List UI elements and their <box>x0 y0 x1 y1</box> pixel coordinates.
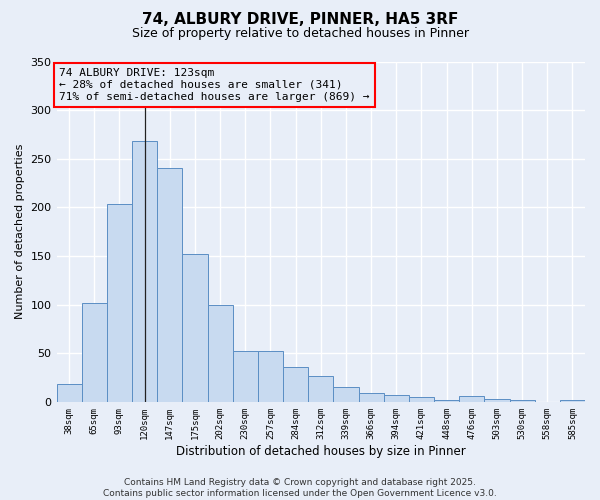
Bar <box>182 254 208 402</box>
X-axis label: Distribution of detached houses by size in Pinner: Distribution of detached houses by size … <box>176 444 466 458</box>
Bar <box>560 400 585 402</box>
Bar <box>107 204 132 402</box>
Bar <box>157 168 182 402</box>
Bar <box>132 141 157 402</box>
Bar <box>56 384 82 402</box>
Bar <box>383 395 409 402</box>
Bar <box>233 352 258 402</box>
Text: 74 ALBURY DRIVE: 123sqm
← 28% of detached houses are smaller (341)
71% of semi-d: 74 ALBURY DRIVE: 123sqm ← 28% of detache… <box>59 68 370 102</box>
Bar <box>82 302 107 402</box>
Bar <box>409 397 434 402</box>
Bar <box>308 376 334 402</box>
Text: 74, ALBURY DRIVE, PINNER, HA5 3RF: 74, ALBURY DRIVE, PINNER, HA5 3RF <box>142 12 458 28</box>
Bar <box>359 393 383 402</box>
Bar <box>459 396 484 402</box>
Bar <box>334 387 359 402</box>
Bar <box>283 367 308 402</box>
Y-axis label: Number of detached properties: Number of detached properties <box>15 144 25 320</box>
Bar <box>509 400 535 402</box>
Bar <box>258 352 283 402</box>
Text: Size of property relative to detached houses in Pinner: Size of property relative to detached ho… <box>131 28 469 40</box>
Bar <box>484 399 509 402</box>
Bar <box>434 400 459 402</box>
Bar <box>208 304 233 402</box>
Text: Contains HM Land Registry data © Crown copyright and database right 2025.
Contai: Contains HM Land Registry data © Crown c… <box>103 478 497 498</box>
